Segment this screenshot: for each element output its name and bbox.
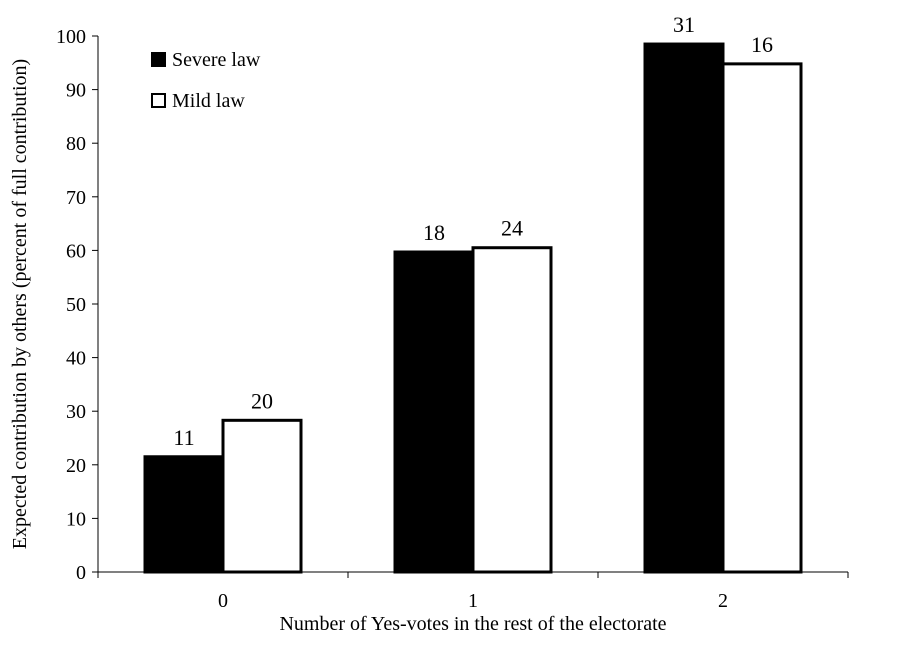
legend-label-mild-law: Mild law xyxy=(172,90,245,112)
bar-data-label: 20 xyxy=(251,388,273,413)
y-tick-label: 20 xyxy=(66,455,86,477)
legend-swatch-mild-law xyxy=(151,93,166,108)
bar-severe-law xyxy=(393,250,475,574)
bars-group xyxy=(143,42,803,574)
y-tick-label: 60 xyxy=(66,240,86,262)
legend-swatch-severe-law xyxy=(151,52,166,67)
legend-label-severe-law: Severe law xyxy=(172,49,261,71)
x-axis-title: Number of Yes-votes in the rest of the e… xyxy=(279,613,666,635)
y-tick-label: 10 xyxy=(66,508,86,530)
bar-data-label: 31 xyxy=(673,12,695,37)
bar-severe-law xyxy=(643,42,725,574)
bar-data-label: 18 xyxy=(423,220,445,245)
bar-data-label: 16 xyxy=(751,32,773,57)
y-tick-label: 30 xyxy=(66,401,86,423)
bar-data-label: 11 xyxy=(173,425,194,450)
bar-mild-law xyxy=(221,418,303,574)
y-tick-label: 0 xyxy=(76,562,86,584)
x-axis-ticks: 0 1 2 xyxy=(97,572,849,612)
y-tick-label: 100 xyxy=(56,26,86,48)
bar-severe-law xyxy=(143,455,225,574)
y-tick-label: 90 xyxy=(66,80,86,102)
y-axis-ticks: 0 10 20 30 40 50 60 70 80 90 100 xyxy=(56,26,98,584)
y-tick-label: 70 xyxy=(66,187,86,209)
bar-mild-law xyxy=(471,246,553,574)
y-axis-title: Expected contribution by others (percent… xyxy=(9,59,31,549)
data-labels-group: 11 18 31 20 24 16 xyxy=(173,12,773,450)
y-tick-label: 80 xyxy=(66,133,86,155)
bar-data-label: 24 xyxy=(501,216,523,241)
y-tick-label: 40 xyxy=(66,348,86,370)
x-tick-label: 0 xyxy=(218,590,228,612)
x-tick-label: 1 xyxy=(468,590,478,612)
y-tick-label: 50 xyxy=(66,294,86,316)
x-tick-label: 2 xyxy=(718,590,728,612)
legend: Severe law Mild law xyxy=(151,49,261,112)
bar-mild-law xyxy=(721,62,803,574)
